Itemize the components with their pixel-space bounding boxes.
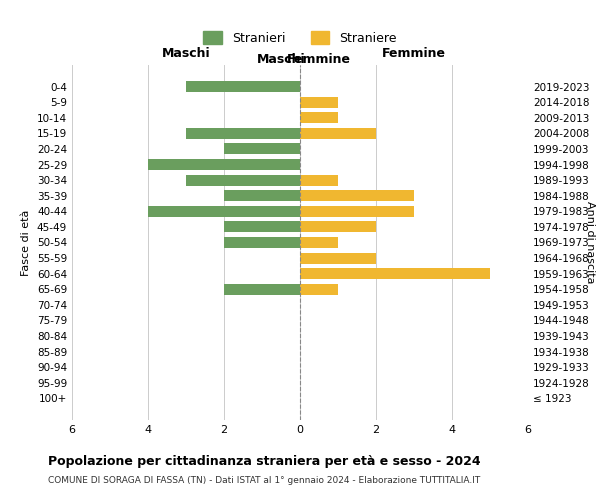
- Bar: [186, 128, 300, 139]
- Bar: [300, 96, 338, 108]
- Bar: [300, 190, 414, 201]
- Text: Femmine: Femmine: [287, 54, 351, 66]
- Bar: [224, 237, 300, 248]
- Bar: [186, 174, 300, 186]
- Bar: [148, 159, 300, 170]
- Bar: [300, 206, 414, 217]
- Text: Femmine: Femmine: [382, 47, 446, 60]
- Bar: [300, 237, 338, 248]
- Bar: [224, 144, 300, 154]
- Y-axis label: Anni di nascita: Anni di nascita: [585, 201, 595, 284]
- Text: COMUNE DI SORAGA DI FASSA (TN) - Dati ISTAT al 1° gennaio 2024 - Elaborazione TU: COMUNE DI SORAGA DI FASSA (TN) - Dati IS…: [48, 476, 480, 485]
- Legend: Stranieri, Straniere: Stranieri, Straniere: [197, 25, 403, 51]
- Bar: [224, 190, 300, 201]
- Text: Maschi: Maschi: [257, 54, 305, 66]
- Bar: [300, 112, 338, 123]
- Bar: [148, 206, 300, 217]
- Text: Maschi: Maschi: [161, 47, 211, 60]
- Y-axis label: Fasce di età: Fasce di età: [22, 210, 31, 276]
- Text: Popolazione per cittadinanza straniera per età e sesso - 2024: Popolazione per cittadinanza straniera p…: [48, 455, 481, 468]
- Bar: [224, 284, 300, 294]
- Bar: [300, 252, 376, 264]
- Bar: [300, 128, 376, 139]
- Bar: [300, 174, 338, 186]
- Bar: [300, 284, 338, 294]
- Bar: [300, 268, 490, 279]
- Bar: [300, 222, 376, 232]
- Bar: [224, 222, 300, 232]
- Bar: [186, 81, 300, 92]
